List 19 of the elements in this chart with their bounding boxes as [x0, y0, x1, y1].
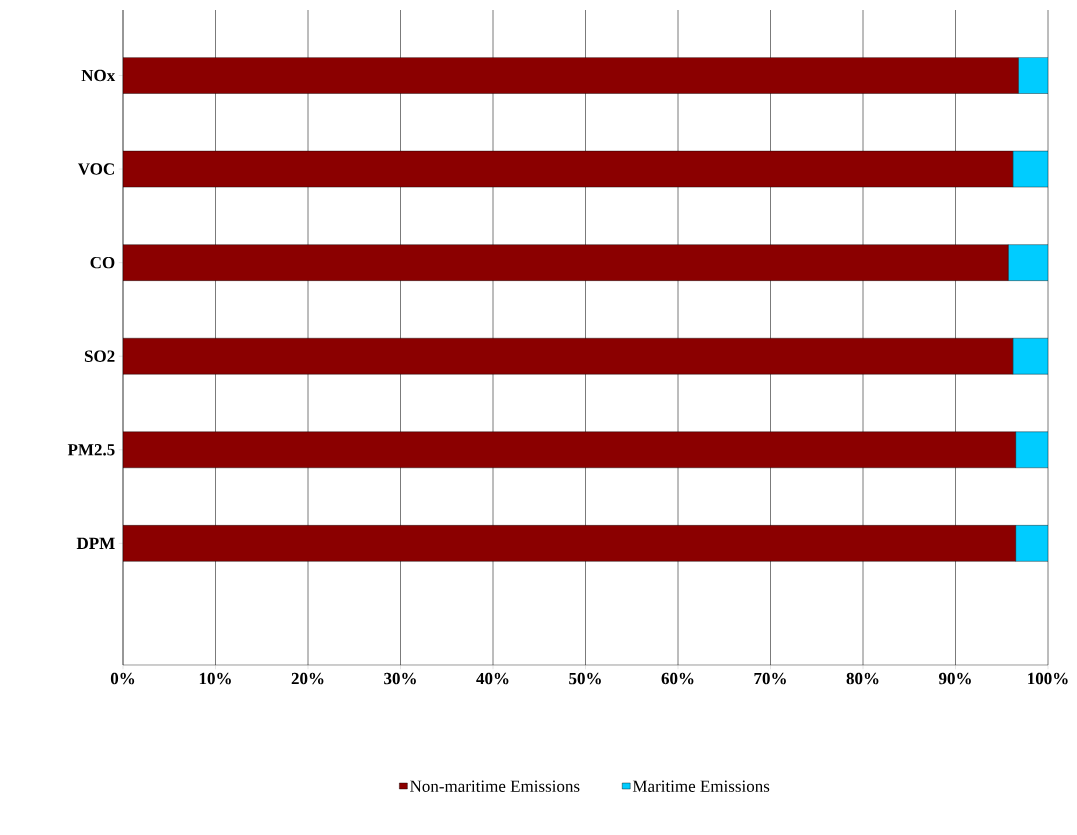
- y-tick-label: DPM: [76, 537, 115, 549]
- x-tick-label: 60%: [661, 672, 694, 685]
- x-tick-label: 10%: [199, 672, 231, 685]
- y-tick-label: SO2: [84, 350, 115, 362]
- x-tick-label: 70%: [754, 672, 786, 685]
- y-tick-label: CO: [90, 256, 115, 269]
- x-tick-label: 80%: [846, 672, 879, 685]
- legend-label: Maritime Emissions: [632, 780, 770, 792]
- x-tick-label: 30%: [384, 672, 416, 685]
- y-tick-label: NOx: [81, 69, 116, 82]
- x-tick-label: 0%: [110, 672, 135, 685]
- x-tick-label: 90%: [938, 672, 971, 685]
- x-tick-label: 20%: [291, 672, 324, 685]
- y-tick-label: VOC: [77, 163, 114, 175]
- x-tick-label: 40%: [476, 672, 509, 685]
- x-tick-label: 50%: [569, 672, 601, 685]
- legend-label: Non-maritime Emissions: [410, 780, 580, 792]
- x-tick-label: 100%: [1028, 672, 1068, 685]
- y-tick-label: PM2.5: [67, 444, 115, 456]
